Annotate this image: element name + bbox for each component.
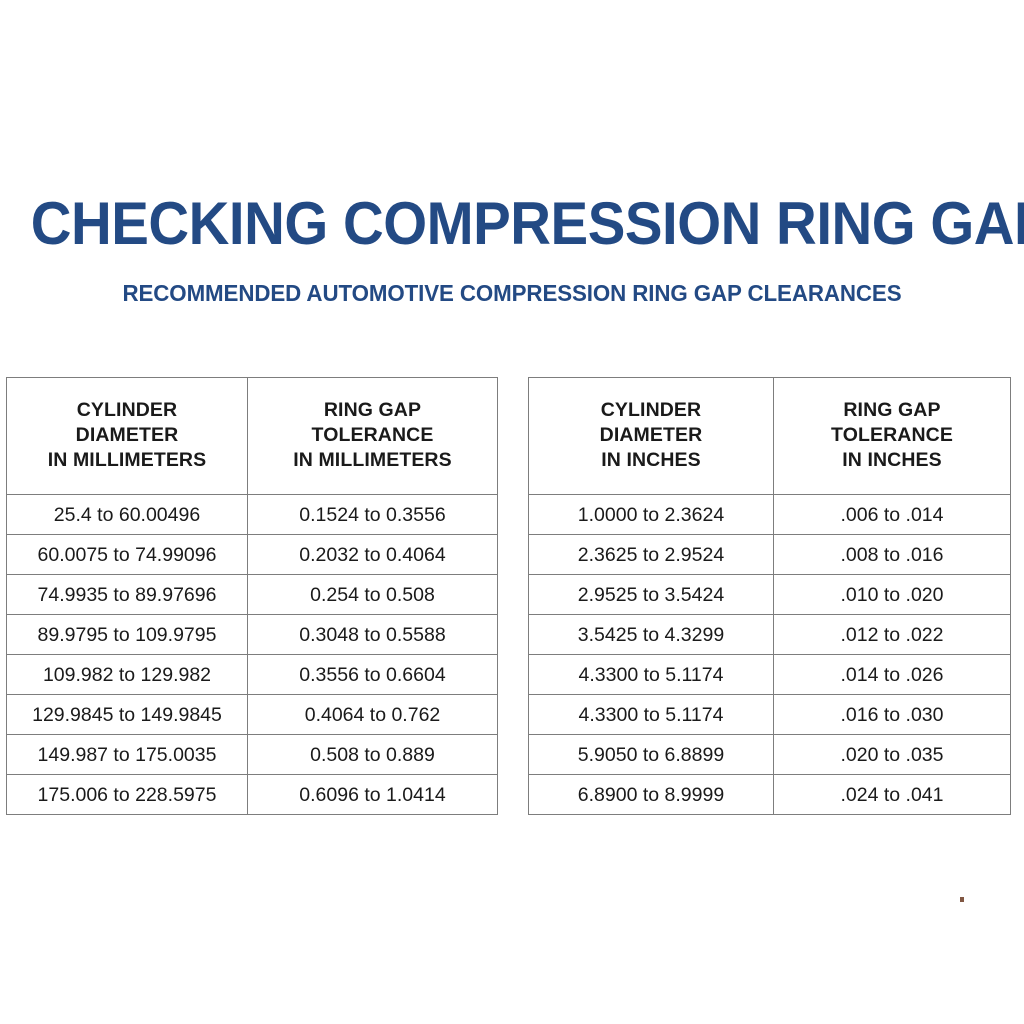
cell-ring-gap-tolerance: .008 to .016 bbox=[773, 534, 1011, 575]
column-header-cylinder-diameter-in: CYLINDER DIAMETER IN INCHES bbox=[528, 377, 774, 495]
cell-ring-gap-tolerance: 0.2032 to 0.4064 bbox=[247, 534, 498, 575]
cell-cylinder-diameter: 89.9795 to 109.9795 bbox=[6, 614, 248, 655]
metric-ring-gap-table: CYLINDER DIAMETER IN MILLIMETERS RING GA… bbox=[6, 377, 498, 815]
table-row: 4.3300 to 5.1174 .016 to .030 bbox=[528, 694, 1011, 735]
table-row: 89.9795 to 109.9795 0.3048 to 0.5588 bbox=[6, 614, 498, 655]
table-row: 2.9525 to 3.5424 .010 to .020 bbox=[528, 574, 1011, 615]
table-row: 4.3300 to 5.1174 .014 to .026 bbox=[528, 654, 1011, 695]
tables-area: CYLINDER DIAMETER IN MILLIMETERS RING GA… bbox=[0, 377, 1024, 902]
table-row: 129.9845 to 149.9845 0.4064 to 0.762 bbox=[6, 694, 498, 735]
cell-ring-gap-tolerance: .010 to .020 bbox=[773, 574, 1011, 615]
cell-cylinder-diameter: 60.0075 to 74.99096 bbox=[6, 534, 248, 575]
cell-ring-gap-tolerance: 0.6096 to 1.0414 bbox=[247, 774, 498, 815]
table-row: 60.0075 to 74.99096 0.2032 to 0.4064 bbox=[6, 534, 498, 575]
table-header-row: CYLINDER DIAMETER IN INCHES RING GAP TOL… bbox=[528, 377, 1011, 495]
cell-ring-gap-tolerance: 0.1524 to 0.3556 bbox=[247, 494, 498, 535]
page-subtitle: RECOMMENDED AUTOMOTIVE COMPRESSION RING … bbox=[122, 280, 902, 306]
header-line-2: TOLERANCE bbox=[311, 423, 434, 446]
table-row: 74.9935 to 89.97696 0.254 to 0.508 bbox=[6, 574, 498, 615]
imperial-table-body: 1.0000 to 2.3624 .006 to .014 2.3625 to … bbox=[528, 494, 1011, 815]
cell-cylinder-diameter: 2.3625 to 2.9524 bbox=[528, 534, 774, 575]
cell-ring-gap-tolerance: 0.254 to 0.508 bbox=[247, 574, 498, 615]
cell-ring-gap-tolerance: 0.3048 to 0.5588 bbox=[247, 614, 498, 655]
metric-table-header: CYLINDER DIAMETER IN MILLIMETERS RING GA… bbox=[6, 377, 498, 495]
column-header-ring-gap-tolerance-mm: RING GAP TOLERANCE IN MILLIMETERS bbox=[247, 377, 498, 495]
cell-cylinder-diameter: 4.3300 to 5.1174 bbox=[528, 694, 774, 735]
table-row: 25.4 to 60.00496 0.1524 to 0.3556 bbox=[6, 494, 498, 535]
cell-cylinder-diameter: 4.3300 to 5.1174 bbox=[528, 654, 774, 695]
imperial-ring-gap-table: CYLINDER DIAMETER IN INCHES RING GAP TOL… bbox=[528, 377, 1011, 815]
cell-ring-gap-tolerance: 0.508 to 0.889 bbox=[247, 734, 498, 775]
metric-table-body: 25.4 to 60.00496 0.1524 to 0.3556 60.007… bbox=[6, 494, 498, 815]
cell-cylinder-diameter: 74.9935 to 89.97696 bbox=[6, 574, 248, 615]
header-line-3: IN MILLIMETERS bbox=[293, 448, 452, 471]
cell-ring-gap-tolerance: .014 to .026 bbox=[773, 654, 1011, 695]
column-header-ring-gap-tolerance-in: RING GAP TOLERANCE IN INCHES bbox=[773, 377, 1011, 495]
header-line-3: IN MILLIMETERS bbox=[47, 448, 207, 471]
cell-ring-gap-tolerance: 0.4064 to 0.762 bbox=[247, 694, 498, 735]
header-line-1: CYLINDER bbox=[600, 398, 702, 421]
table-row: 175.006 to 228.5975 0.6096 to 1.0414 bbox=[6, 774, 498, 815]
scan-speck-artifact bbox=[960, 897, 964, 902]
header-line-1: RING GAP bbox=[843, 398, 941, 421]
cell-cylinder-diameter: 129.9845 to 149.9845 bbox=[6, 694, 248, 735]
header-line-3: IN INCHES bbox=[842, 448, 942, 471]
cell-ring-gap-tolerance: .020 to .035 bbox=[773, 734, 1011, 775]
cell-cylinder-diameter: 6.8900 to 8.9999 bbox=[528, 774, 774, 815]
imperial-table-header: CYLINDER DIAMETER IN INCHES RING GAP TOL… bbox=[528, 377, 1011, 495]
title-block: CHECKING COMPRESSION RING GAPS RECOMMEND… bbox=[0, 190, 1024, 307]
table-row: 6.8900 to 8.9999 .024 to .041 bbox=[528, 774, 1011, 815]
header-line-2: DIAMETER bbox=[75, 423, 179, 446]
cell-ring-gap-tolerance: .016 to .030 bbox=[773, 694, 1011, 735]
header-line-3: IN INCHES bbox=[601, 448, 701, 471]
cell-cylinder-diameter: 1.0000 to 2.3624 bbox=[528, 494, 774, 535]
cell-cylinder-diameter: 3.5425 to 4.3299 bbox=[528, 614, 774, 655]
page-title: CHECKING COMPRESSION RING GAPS bbox=[30, 190, 1024, 257]
table-row: 149.987 to 175.0035 0.508 to 0.889 bbox=[6, 734, 498, 775]
table-row: 3.5425 to 4.3299 .012 to .022 bbox=[528, 614, 1011, 655]
cell-ring-gap-tolerance: .024 to .041 bbox=[773, 774, 1011, 815]
cell-cylinder-diameter: 25.4 to 60.00496 bbox=[6, 494, 248, 535]
cell-cylinder-diameter: 109.982 to 129.982 bbox=[6, 654, 248, 695]
header-line-2: DIAMETER bbox=[599, 423, 703, 446]
cell-ring-gap-tolerance: 0.3556 to 0.6604 bbox=[247, 654, 498, 695]
column-header-cylinder-diameter-mm: CYLINDER DIAMETER IN MILLIMETERS bbox=[6, 377, 248, 495]
cell-cylinder-diameter: 5.9050 to 6.8899 bbox=[528, 734, 774, 775]
table-row: 2.3625 to 2.9524 .008 to .016 bbox=[528, 534, 1011, 575]
cell-ring-gap-tolerance: .006 to .014 bbox=[773, 494, 1011, 535]
cell-cylinder-diameter: 149.987 to 175.0035 bbox=[6, 734, 248, 775]
header-line-1: CYLINDER bbox=[76, 398, 178, 421]
cell-cylinder-diameter: 175.006 to 228.5975 bbox=[6, 774, 248, 815]
cell-cylinder-diameter: 2.9525 to 3.5424 bbox=[528, 574, 774, 615]
cell-ring-gap-tolerance: .012 to .022 bbox=[773, 614, 1011, 655]
table-row: 109.982 to 129.982 0.3556 to 0.6604 bbox=[6, 654, 498, 695]
table-row: 5.9050 to 6.8899 .020 to .035 bbox=[528, 734, 1011, 775]
header-line-1: RING GAP bbox=[323, 398, 422, 421]
table-row: 1.0000 to 2.3624 .006 to .014 bbox=[528, 494, 1011, 535]
table-header-row: CYLINDER DIAMETER IN MILLIMETERS RING GA… bbox=[6, 377, 498, 495]
header-line-2: TOLERANCE bbox=[831, 423, 953, 446]
